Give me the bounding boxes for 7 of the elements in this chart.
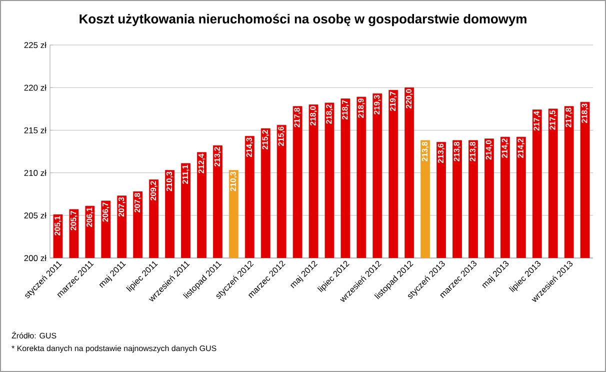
y-tick-label: 220 zł (24, 84, 46, 91)
y-tick-label: 225 zł (24, 42, 46, 48)
y-tick-label: 200 zł (24, 254, 46, 262)
y-tick-label: 205 zł (24, 212, 46, 219)
chart-title: Koszt użytkowania nieruchomości na osobę w gospodarstwie domowym (80, 14, 526, 26)
y-tick-label: 215 zł (24, 127, 46, 134)
y-tick-label: 210 zł (24, 170, 46, 176)
